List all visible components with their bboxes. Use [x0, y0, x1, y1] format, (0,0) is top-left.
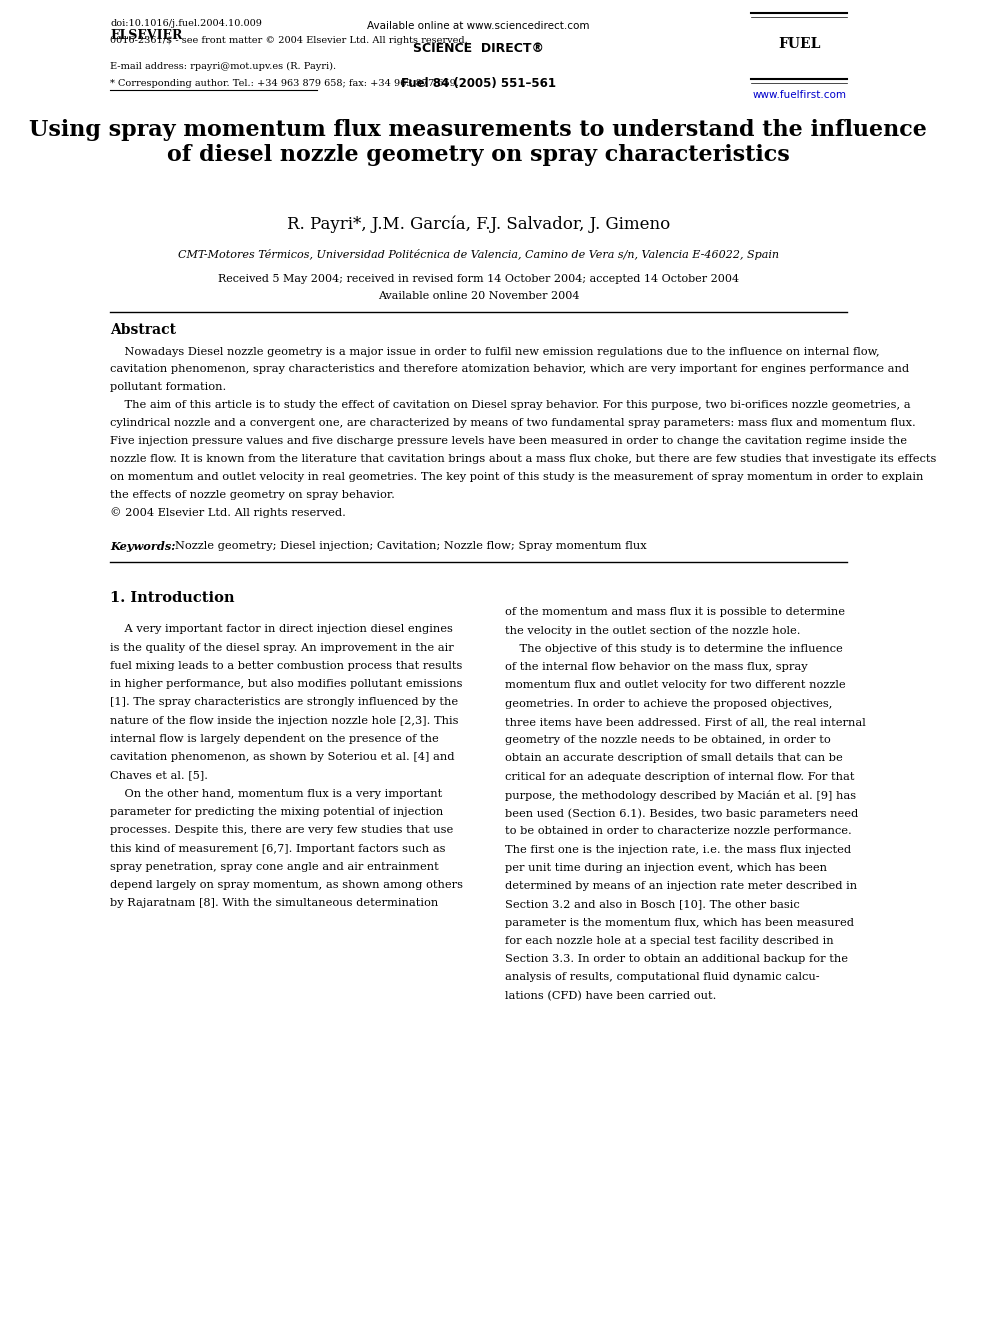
Text: SCIENCE  DIRECT®: SCIENCE DIRECT®: [413, 42, 544, 56]
Text: purpose, the methodology described by Macián et al. [9] has: purpose, the methodology described by Ma…: [505, 790, 856, 800]
Text: Chaves et al. [5].: Chaves et al. [5].: [110, 770, 208, 781]
Text: spray penetration, spray cone angle and air entrainment: spray penetration, spray cone angle and …: [110, 861, 438, 872]
Text: Section 3.2 and also in Bosch [10]. The other basic: Section 3.2 and also in Bosch [10]. The …: [505, 900, 800, 909]
Text: www.fuelfirst.com: www.fuelfirst.com: [753, 90, 846, 101]
Text: is the quality of the diesel spray. An improvement in the air: is the quality of the diesel spray. An i…: [110, 643, 453, 652]
Text: © 2004 Elsevier Ltd. All rights reserved.: © 2004 Elsevier Ltd. All rights reserved…: [110, 507, 346, 519]
Text: ELSEVIER: ELSEVIER: [110, 29, 183, 42]
Text: geometry of the nozzle needs to be obtained, in order to: geometry of the nozzle needs to be obtai…: [505, 736, 830, 745]
Text: Available online at www.sciencedirect.com: Available online at www.sciencedirect.co…: [367, 21, 589, 32]
Text: per unit time during an injection event, which has been: per unit time during an injection event,…: [505, 863, 826, 873]
Text: Abstract: Abstract: [110, 323, 176, 337]
Text: processes. Despite this, there are very few studies that use: processes. Despite this, there are very …: [110, 826, 453, 835]
Text: cavitation phenomenon, as shown by Soteriou et al. [4] and: cavitation phenomenon, as shown by Soter…: [110, 753, 454, 762]
Text: Available online 20 November 2004: Available online 20 November 2004: [378, 291, 579, 302]
Text: 0016-2361/$ - see front matter © 2004 Elsevier Ltd. All rights reserved.: 0016-2361/$ - see front matter © 2004 El…: [110, 37, 468, 45]
Text: The objective of this study is to determine the influence: The objective of this study is to determ…: [505, 644, 842, 654]
Text: cylindrical nozzle and a convergent one, are characterized by means of two funda: cylindrical nozzle and a convergent one,…: [110, 418, 916, 429]
Text: by Rajaratnam [8]. With the simultaneous determination: by Rajaratnam [8]. With the simultaneous…: [110, 898, 438, 909]
Text: fuel mixing leads to a better combustion process that results: fuel mixing leads to a better combustion…: [110, 662, 462, 671]
Text: nozzle flow. It is known from the literature that cavitation brings about a mass: nozzle flow. It is known from the litera…: [110, 454, 936, 464]
Text: of the momentum and mass flux it is possible to determine: of the momentum and mass flux it is poss…: [505, 607, 845, 618]
Text: The aim of this article is to study the effect of cavitation on Diesel spray beh: The aim of this article is to study the …: [110, 400, 911, 410]
Text: the velocity in the outlet section of the nozzle hole.: the velocity in the outlet section of th…: [505, 626, 801, 635]
Text: Using spray momentum flux measurements to understand the influence
of diesel noz: Using spray momentum flux measurements t…: [30, 119, 928, 167]
Text: The first one is the injection rate, i.e. the mass flux injected: The first one is the injection rate, i.e…: [505, 844, 851, 855]
Text: in higher performance, but also modifies pollutant emissions: in higher performance, but also modifies…: [110, 679, 462, 689]
Text: [1]. The spray characteristics are strongly influenced by the: [1]. The spray characteristics are stron…: [110, 697, 458, 708]
Text: for each nozzle hole at a special test facility described in: for each nozzle hole at a special test f…: [505, 935, 833, 946]
Text: determined by means of an injection rate meter described in: determined by means of an injection rate…: [505, 881, 857, 892]
Text: CMT-Motores Térmicos, Universidad Politécnica de Valencia, Camino de Vera s/n, V: CMT-Motores Térmicos, Universidad Polité…: [178, 249, 779, 259]
Text: * Corresponding author. Tel.: +34 963 879 658; fax: +34 963 877 659.: * Corresponding author. Tel.: +34 963 87…: [110, 79, 459, 89]
Text: obtain an accurate description of small details that can be: obtain an accurate description of small …: [505, 753, 842, 763]
Text: Received 5 May 2004; received in revised form 14 October 2004; accepted 14 Octob: Received 5 May 2004; received in revised…: [218, 274, 739, 284]
Text: geometries. In order to achieve the proposed objectives,: geometries. In order to achieve the prop…: [505, 699, 832, 709]
Text: momentum flux and outlet velocity for two different nozzle: momentum flux and outlet velocity for tw…: [505, 680, 845, 691]
Text: Section 3.3. In order to obtain an additional backup for the: Section 3.3. In order to obtain an addit…: [505, 954, 848, 964]
Text: FUEL: FUEL: [778, 37, 820, 52]
Text: Nozzle geometry; Diesel injection; Cavitation; Nozzle flow; Spray momentum flux: Nozzle geometry; Diesel injection; Cavit…: [175, 541, 646, 552]
Text: cavitation phenomenon, spray characteristics and therefore atomization behavior,: cavitation phenomenon, spray characteris…: [110, 365, 910, 374]
Text: three items have been addressed. First of all, the real internal: three items have been addressed. First o…: [505, 717, 866, 726]
Text: On the other hand, momentum flux is a very important: On the other hand, momentum flux is a ve…: [110, 789, 442, 799]
Text: 1. Introduction: 1. Introduction: [110, 591, 234, 606]
Text: nature of the flow inside the injection nozzle hole [2,3]. This: nature of the flow inside the injection …: [110, 716, 458, 726]
Text: critical for an adequate description of internal flow. For that: critical for an adequate description of …: [505, 771, 854, 782]
Text: analysis of results, computational fluid dynamic calcu-: analysis of results, computational fluid…: [505, 972, 819, 983]
Text: on momentum and outlet velocity in real geometries. The key point of this study : on momentum and outlet velocity in real …: [110, 472, 924, 482]
Text: Five injection pressure values and five discharge pressure levels have been meas: Five injection pressure values and five …: [110, 437, 907, 446]
Text: this kind of measurement [6,7]. Important factors such as: this kind of measurement [6,7]. Importan…: [110, 844, 445, 853]
Text: Nowadays Diesel nozzle geometry is a major issue in order to fulfil new emission: Nowadays Diesel nozzle geometry is a maj…: [110, 347, 880, 357]
Text: internal flow is largely dependent on the presence of the: internal flow is largely dependent on th…: [110, 734, 438, 744]
Text: Keywords:: Keywords:: [110, 541, 176, 552]
Text: parameter for predicting the mixing potential of injection: parameter for predicting the mixing pote…: [110, 807, 443, 818]
Text: the effects of nozzle geometry on spray behavior.: the effects of nozzle geometry on spray …: [110, 490, 395, 500]
Text: R. Payri*, J.M. García, F.J. Salvador, J. Gimeno: R. Payri*, J.M. García, F.J. Salvador, J…: [287, 216, 670, 233]
Text: of the internal flow behavior on the mass flux, spray: of the internal flow behavior on the mas…: [505, 662, 807, 672]
Text: E-mail address: rpayri@mot.upv.es (R. Payri).: E-mail address: rpayri@mot.upv.es (R. Pa…: [110, 62, 336, 71]
Text: to be obtained in order to characterize nozzle performance.: to be obtained in order to characterize …: [505, 827, 851, 836]
Text: lations (CFD) have been carried out.: lations (CFD) have been carried out.: [505, 991, 716, 1002]
Text: depend largely on spray momentum, as shown among others: depend largely on spray momentum, as sho…: [110, 880, 463, 890]
Text: pollutant formation.: pollutant formation.: [110, 382, 226, 393]
Text: Fuel 84 (2005) 551–561: Fuel 84 (2005) 551–561: [401, 77, 556, 90]
Text: parameter is the momentum flux, which has been measured: parameter is the momentum flux, which ha…: [505, 918, 854, 927]
Text: doi:10.1016/j.fuel.2004.10.009: doi:10.1016/j.fuel.2004.10.009: [110, 20, 262, 28]
Text: been used (Section 6.1). Besides, two basic parameters need: been used (Section 6.1). Besides, two ba…: [505, 808, 858, 819]
Text: A very important factor in direct injection diesel engines: A very important factor in direct inject…: [110, 624, 453, 635]
